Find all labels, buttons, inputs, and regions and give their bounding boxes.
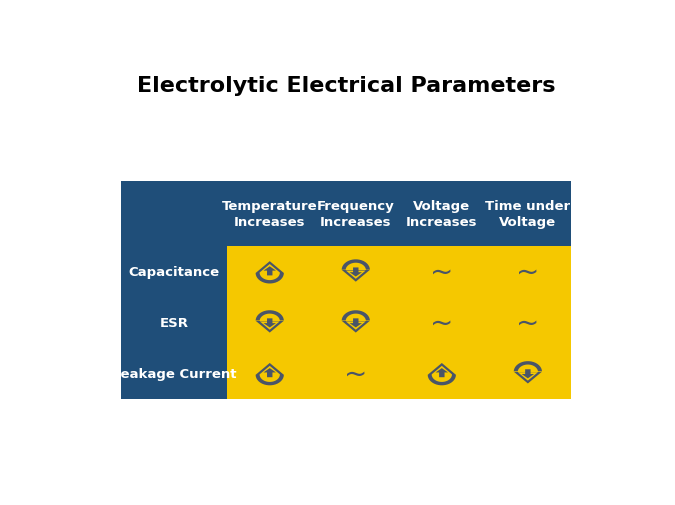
Text: Leakage Current: Leakage Current bbox=[111, 367, 236, 380]
Text: Time under
Voltage: Time under Voltage bbox=[485, 199, 570, 228]
Text: Capacitance: Capacitance bbox=[128, 266, 219, 278]
PathPatch shape bbox=[350, 268, 362, 277]
PathPatch shape bbox=[256, 363, 284, 385]
Text: ESR: ESR bbox=[159, 316, 188, 329]
PathPatch shape bbox=[260, 366, 280, 382]
PathPatch shape bbox=[346, 314, 366, 330]
PathPatch shape bbox=[518, 365, 538, 381]
Text: Frequency
Increases: Frequency Increases bbox=[317, 199, 395, 228]
PathPatch shape bbox=[263, 319, 276, 328]
Text: ~: ~ bbox=[516, 258, 539, 286]
Text: ~: ~ bbox=[516, 309, 539, 337]
PathPatch shape bbox=[435, 368, 448, 377]
PathPatch shape bbox=[514, 362, 542, 384]
Text: ~: ~ bbox=[430, 258, 454, 286]
Text: ~: ~ bbox=[344, 360, 367, 387]
PathPatch shape bbox=[342, 260, 370, 282]
PathPatch shape bbox=[428, 363, 456, 385]
Text: ~: ~ bbox=[430, 309, 454, 337]
PathPatch shape bbox=[431, 366, 452, 382]
Text: Temperature
Increases: Temperature Increases bbox=[222, 199, 317, 228]
Text: Electrolytic Electrical Parameters: Electrolytic Electrical Parameters bbox=[136, 76, 555, 96]
Text: Voltage
Increases: Voltage Increases bbox=[406, 199, 478, 228]
PathPatch shape bbox=[350, 319, 362, 328]
PathPatch shape bbox=[256, 311, 284, 333]
PathPatch shape bbox=[522, 370, 534, 379]
PathPatch shape bbox=[342, 311, 370, 333]
PathPatch shape bbox=[346, 263, 366, 279]
Bar bbox=[227, 246, 571, 399]
PathPatch shape bbox=[263, 368, 276, 377]
PathPatch shape bbox=[260, 265, 280, 281]
PathPatch shape bbox=[260, 314, 280, 330]
PathPatch shape bbox=[256, 262, 284, 284]
PathPatch shape bbox=[263, 267, 276, 276]
Bar bbox=[121, 181, 571, 399]
